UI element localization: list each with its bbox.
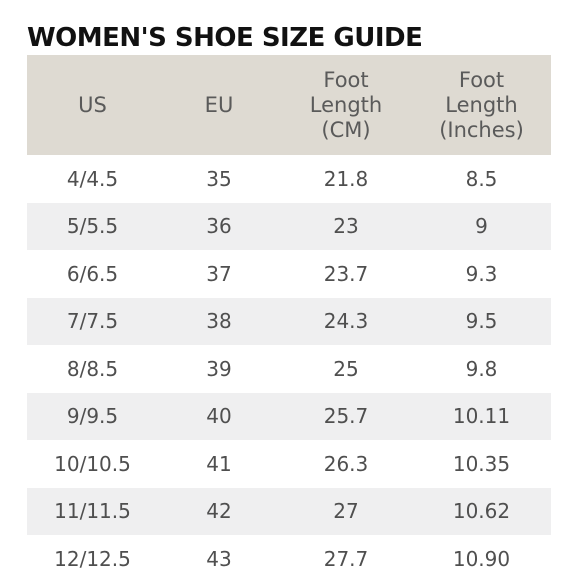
table-row: 9/9.5 40 25.7 10.11 (27, 392, 551, 440)
cell-us: 6/6.5 (66, 261, 119, 286)
header-eu: EU (204, 92, 234, 117)
header-in-line-2: Length (445, 92, 518, 117)
header-in-line-3: (Inches) (439, 117, 524, 142)
cell-cm: 24.3 (323, 309, 369, 334)
header-cm-line-1: Foot (323, 67, 369, 92)
cell-cm: 27.7 (323, 546, 369, 571)
table-row: 8/8.5 39 25 9.8 (27, 345, 551, 393)
table-row: 10/10.5 41 26.3 10.35 (27, 440, 551, 488)
cell-cm: 25 (333, 356, 359, 381)
cell-us: 4/4.5 (66, 166, 119, 191)
header-foot-length-cm: Foot Length (CM) (280, 55, 412, 155)
cell-eu: 35 (206, 166, 232, 191)
cell-inches: 8.5 (465, 166, 498, 191)
cell-cm: 27 (333, 499, 359, 524)
header-in-line-1: Foot (458, 67, 505, 92)
cell-eu: 42 (206, 499, 232, 524)
cell-cm: 25.7 (323, 404, 369, 429)
cell-inches: 10.62 (452, 499, 511, 524)
cell-eu: 37 (206, 261, 232, 286)
cell-cm: 23 (333, 214, 359, 239)
table-header: US EU Foot Length (CM) Foot Length (Inch… (27, 55, 551, 155)
table-row: 11/11.5 42 27 10.62 (27, 487, 551, 535)
cell-eu: 43 (206, 546, 232, 571)
table-body: 4/4.5 35 21.8 8.5 5/5.5 36 23 9 6/6.5 37… (27, 155, 551, 583)
cell-us: 11/11.5 (54, 499, 131, 524)
cell-eu: 39 (206, 356, 232, 381)
cell-cm: 23.7 (323, 261, 369, 286)
cell-inches: 9.3 (465, 261, 498, 286)
size-guide-table: US EU Foot Length (CM) Foot Length (Inch… (27, 55, 551, 583)
cell-cm: 26.3 (323, 451, 369, 476)
header-cm-line-3: (CM) (321, 117, 371, 142)
cell-us: 7/7.5 (66, 309, 119, 334)
cell-us: 9/9.5 (66, 404, 119, 429)
cell-us: 8/8.5 (66, 356, 119, 381)
cell-eu: 38 (206, 309, 232, 334)
cell-us: 10/10.5 (54, 451, 131, 476)
cell-inches: 9 (475, 214, 488, 239)
page-title: WOMEN'S SHOE SIZE GUIDE (27, 23, 423, 53)
cell-us: 12/12.5 (54, 546, 131, 571)
table-row: 12/12.5 43 27.7 10.90 (27, 535, 551, 583)
cell-inches: 9.5 (465, 309, 498, 334)
header-us: US (78, 92, 107, 117)
cell-us: 5/5.5 (66, 214, 119, 239)
table-row: 5/5.5 36 23 9 (27, 202, 551, 250)
table-row: 7/7.5 38 24.3 9.5 (27, 297, 551, 345)
header-row: US EU Foot Length (CM) Foot Length (Inch… (27, 55, 551, 155)
cell-eu: 36 (206, 214, 232, 239)
table-row: 4/4.5 35 21.8 8.5 (27, 155, 551, 203)
header-cm-line-2: Length (309, 92, 383, 117)
cell-inches: 10.90 (452, 546, 511, 571)
header-foot-length-inches: Foot Length (Inches) (412, 55, 551, 155)
cell-cm: 21.8 (323, 166, 369, 191)
cell-inches: 10.35 (452, 451, 511, 476)
cell-eu: 41 (206, 451, 232, 476)
table-row: 6/6.5 37 23.7 9.3 (27, 250, 551, 298)
cell-inches: 10.11 (452, 404, 511, 429)
cell-inches: 9.8 (465, 356, 498, 381)
cell-eu: 40 (206, 404, 232, 429)
